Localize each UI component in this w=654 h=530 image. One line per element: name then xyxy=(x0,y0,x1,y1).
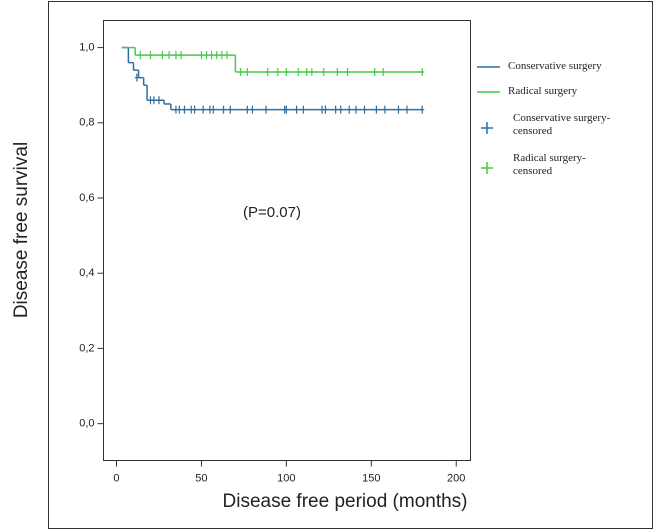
x-tick-label: 0 xyxy=(113,472,119,484)
legend-marker xyxy=(481,122,493,134)
censor-mark xyxy=(362,105,367,114)
x-axis-label: Disease free period (months) xyxy=(223,491,468,512)
censor-mark xyxy=(173,105,178,114)
censor-mark xyxy=(304,68,309,77)
censor-mark xyxy=(173,51,178,60)
legend-label: Radical surgery xyxy=(508,85,578,97)
outer-frame xyxy=(48,1,653,529)
censor-mark xyxy=(347,105,352,114)
x-tick-label: 100 xyxy=(277,472,295,484)
legend-label: Conservative surgery-censored xyxy=(513,112,611,137)
censor-mark xyxy=(192,105,197,114)
censor-mark xyxy=(199,51,204,60)
y-tick-label: 0,6 xyxy=(79,192,94,204)
censor-mark xyxy=(151,96,156,105)
censor-mark xyxy=(309,68,314,77)
censor-mark xyxy=(179,51,184,60)
censor-mark xyxy=(156,96,161,105)
censor-mark xyxy=(177,105,182,114)
censor-mark xyxy=(275,68,280,77)
censor-mark xyxy=(209,51,214,60)
legend-label: Conservative surgery xyxy=(508,60,602,72)
censor-mark xyxy=(354,105,359,114)
censor-mark xyxy=(250,105,255,114)
censor-mark xyxy=(189,105,194,114)
plot-frame xyxy=(103,20,471,461)
censor-mark xyxy=(338,105,343,114)
censor-mark xyxy=(335,68,340,77)
x-tick-label: 200 xyxy=(447,472,465,484)
censor-mark xyxy=(333,105,338,114)
censor-mark xyxy=(404,105,409,114)
censor-mark xyxy=(323,105,328,114)
censor-mark xyxy=(296,68,301,77)
legend-label: Radical surgery-censored xyxy=(513,152,586,177)
censor-mark xyxy=(204,51,209,60)
legend-marker xyxy=(481,162,493,174)
censor-mark xyxy=(182,105,187,114)
y-tick-label: 0,0 xyxy=(79,418,94,430)
censor-mark xyxy=(134,73,139,82)
censor-mark xyxy=(245,68,250,77)
y-tick-label: 0,4 xyxy=(79,267,94,279)
y-tick-label: 1,0 xyxy=(79,41,94,53)
censor-mark xyxy=(167,51,172,60)
x-tick-label: 50 xyxy=(195,472,207,484)
censor-mark xyxy=(263,105,268,114)
censor-mark xyxy=(228,105,233,114)
censor-mark xyxy=(148,96,153,105)
censor-mark xyxy=(381,68,386,77)
censor-mark xyxy=(420,68,425,77)
censor-mark xyxy=(214,51,219,60)
censor-mark xyxy=(224,51,229,60)
censor-mark xyxy=(265,68,270,77)
censor-mark xyxy=(221,105,226,114)
censor-mark xyxy=(420,105,425,114)
censor-mark xyxy=(396,105,401,114)
censor-mark xyxy=(160,51,165,60)
censor-mark xyxy=(345,68,350,77)
censor-mark xyxy=(238,68,243,77)
censor-mark xyxy=(301,105,306,114)
censor-mark xyxy=(201,105,206,114)
censor-mark xyxy=(284,68,289,77)
y-tick-label: 0,2 xyxy=(79,342,94,354)
censor-mark xyxy=(320,105,325,114)
censor-mark xyxy=(138,51,143,60)
censor-mark xyxy=(321,68,326,77)
y-axis-label: Disease free survival xyxy=(11,142,32,318)
censor-mark xyxy=(382,105,387,114)
annotation: (P=0.07) xyxy=(243,204,301,221)
censor-mark xyxy=(374,105,379,114)
y-tick-label: 0,8 xyxy=(79,117,94,129)
censor-mark xyxy=(294,105,299,114)
censor-mark xyxy=(207,105,212,114)
censor-mark xyxy=(284,105,289,114)
censor-mark xyxy=(148,51,153,60)
censor-mark xyxy=(211,105,216,114)
censor-mark xyxy=(372,68,377,77)
x-tick-label: 150 xyxy=(362,472,380,484)
censor-mark xyxy=(245,105,250,114)
censor-mark xyxy=(219,51,224,60)
